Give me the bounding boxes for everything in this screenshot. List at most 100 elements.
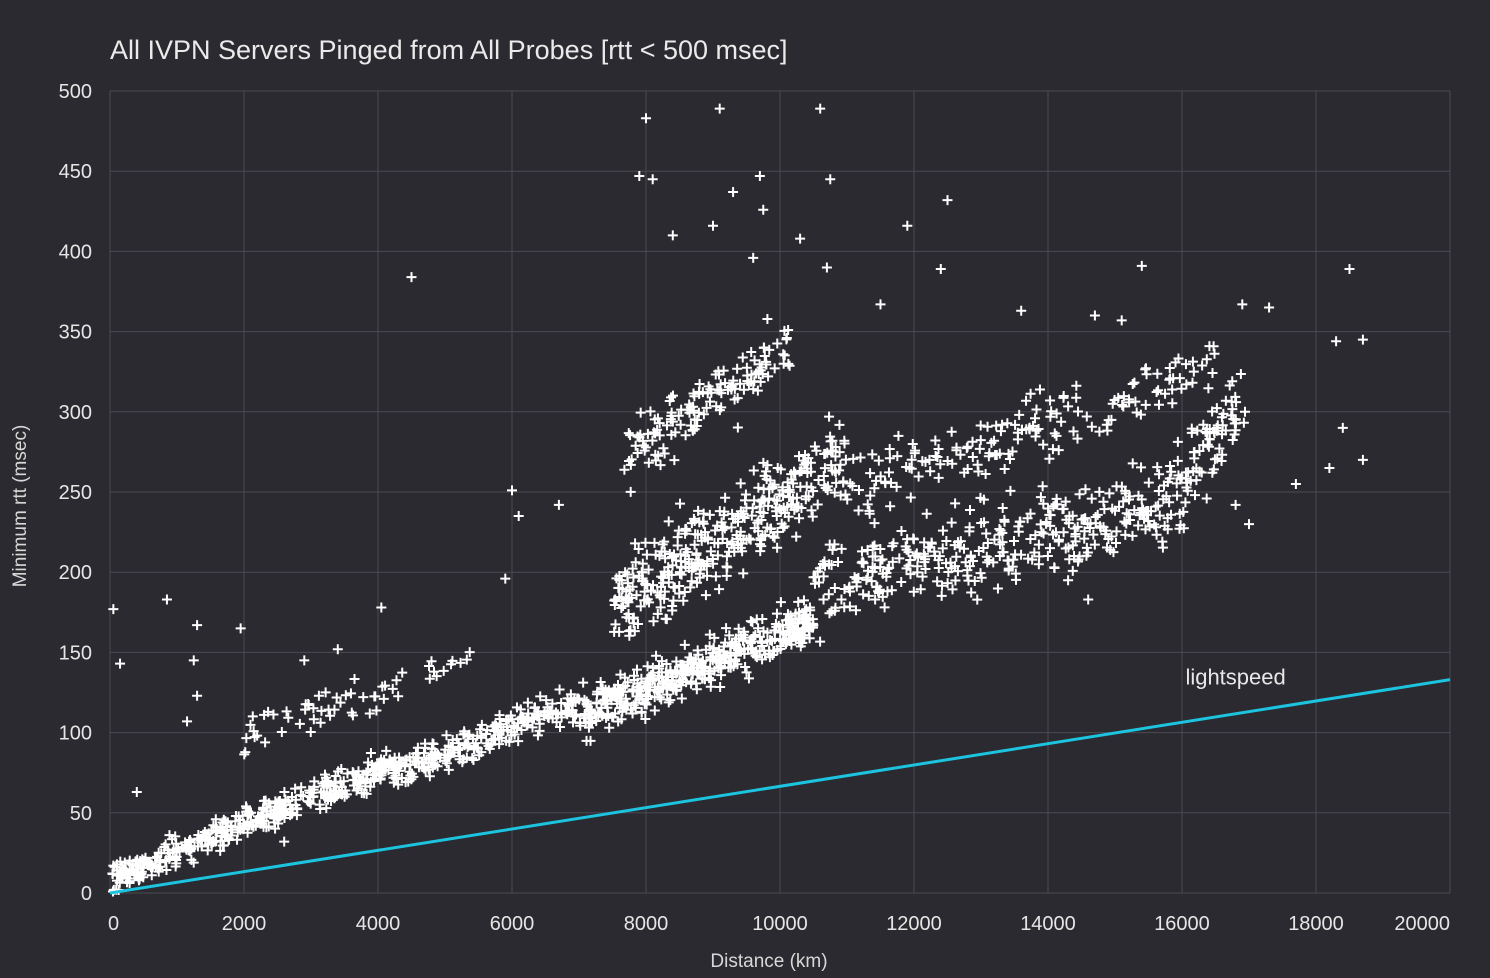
- scatter-point: [1158, 480, 1169, 491]
- scatter-point: [481, 738, 492, 749]
- scatter-point: [500, 573, 511, 584]
- scatter-point: [732, 393, 743, 404]
- scatter-point: [946, 517, 957, 528]
- scatter-point: [829, 539, 840, 550]
- scatter-point: [279, 836, 290, 847]
- scatter-point: [847, 480, 858, 491]
- scatter-point: [639, 445, 650, 456]
- scatter-point: [1081, 411, 1092, 422]
- scatter-point: [1136, 462, 1147, 473]
- scatter-point: [245, 719, 256, 730]
- scatter-point: [1099, 504, 1110, 515]
- scatter-point: [877, 554, 888, 565]
- scatter-point: [982, 421, 993, 432]
- scatter-point: [222, 831, 233, 842]
- scatter-point: [597, 710, 608, 721]
- scatter-point: [830, 441, 841, 452]
- scatter-point: [1197, 360, 1208, 371]
- scatter-point: [967, 452, 978, 463]
- scatter-point: [645, 585, 656, 596]
- scatter-point: [131, 864, 142, 875]
- scatter-point: [185, 841, 196, 852]
- scatter-point: [637, 567, 648, 578]
- scatter-point: [807, 511, 818, 522]
- scatter-point: [735, 542, 746, 553]
- scatter-point: [689, 539, 700, 550]
- scatter-point: [795, 233, 806, 244]
- scatter-point: [769, 633, 780, 644]
- scatter-point: [742, 370, 753, 381]
- scatter-point: [1121, 508, 1132, 519]
- scatter-point: [714, 644, 725, 655]
- scatter-point: [720, 378, 731, 389]
- scatter-point: [836, 543, 847, 554]
- scatter-point: [1152, 368, 1163, 379]
- scatter-point: [705, 652, 716, 663]
- scatter-point: [119, 857, 130, 868]
- scatter-point: [738, 384, 749, 395]
- scatter-point: [950, 498, 961, 509]
- scatter-point: [330, 777, 341, 788]
- scatter-point: [903, 560, 914, 571]
- scatter-point: [685, 582, 696, 593]
- scatter-point: [691, 577, 702, 588]
- scatter-point: [400, 777, 411, 788]
- scatter-point: [146, 870, 157, 881]
- scatter-point: [942, 195, 953, 206]
- scatter-point: [388, 762, 399, 773]
- x-tick-label: 8000: [624, 913, 669, 935]
- scatter-point: [727, 536, 738, 547]
- x-tick-label: 16000: [1154, 913, 1210, 935]
- scatter-point: [991, 450, 1002, 461]
- scatter-point: [753, 482, 764, 493]
- scatter-point: [825, 174, 836, 185]
- scatter-point: [652, 608, 663, 619]
- scatter-point: [441, 758, 452, 769]
- scatter-point: [667, 416, 678, 427]
- scatter-point: [1140, 399, 1151, 410]
- scatter-point: [619, 672, 630, 683]
- scatter-point: [798, 630, 809, 641]
- scatter-point: [604, 691, 615, 702]
- scatter-point: [616, 575, 627, 586]
- scatter-point: [305, 726, 316, 737]
- scatter-point: [758, 342, 769, 353]
- scatter-point: [333, 766, 344, 777]
- scatter-point: [639, 586, 650, 597]
- y-tick-label: 450: [59, 161, 92, 183]
- scatter-point: [800, 611, 811, 622]
- scatter-point: [743, 673, 754, 684]
- scatter-point: [585, 735, 596, 746]
- scatter-point: [1198, 440, 1209, 451]
- scatter-point: [1160, 388, 1171, 399]
- scatter-point: [827, 544, 838, 555]
- scatter-point: [708, 558, 719, 569]
- scatter-point: [320, 687, 331, 698]
- scatter-point: [546, 705, 557, 716]
- scatter-point: [630, 538, 641, 549]
- scatter-point: [630, 440, 641, 451]
- scatter-point: [1239, 406, 1250, 417]
- scatter-point: [616, 592, 627, 603]
- scatter-point: [641, 113, 651, 124]
- scatter-point: [716, 517, 727, 528]
- scatter-point: [462, 731, 473, 742]
- scatter-point: [915, 584, 926, 595]
- scatter-point: [765, 635, 776, 646]
- scatter-point: [447, 655, 458, 666]
- scatter-point: [281, 706, 292, 717]
- scatter-point: [770, 502, 781, 513]
- scatter-point: [793, 596, 804, 607]
- scatter-point: [754, 631, 765, 642]
- scatter-point: [397, 667, 408, 678]
- scatter-point: [733, 516, 744, 527]
- scatter-point: [298, 791, 309, 802]
- scatter-point: [339, 791, 350, 802]
- scatter-point: [827, 435, 838, 446]
- scatter-point: [1220, 395, 1231, 406]
- scatter-point: [1187, 356, 1198, 367]
- scatter-point: [713, 537, 724, 548]
- scatter-point: [625, 459, 636, 470]
- scatter-point: [911, 548, 922, 559]
- scatter-point: [1042, 551, 1053, 562]
